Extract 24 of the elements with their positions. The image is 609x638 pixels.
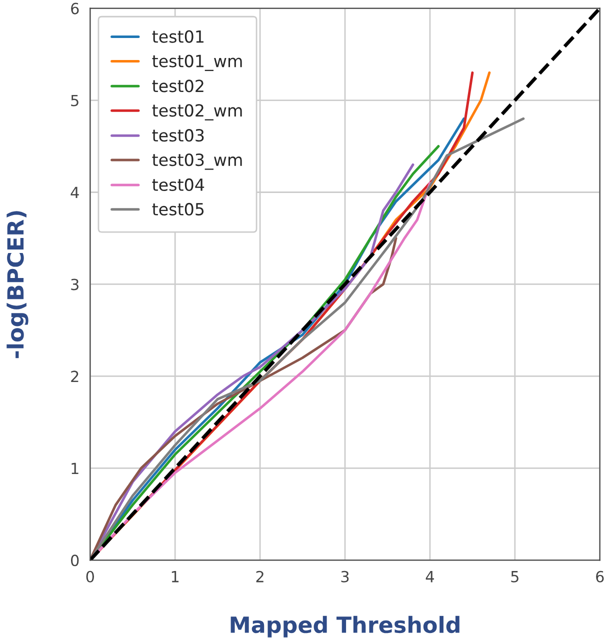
x-tick-label: 4 (426, 571, 434, 582)
y-tick-label: 3 (71, 278, 78, 290)
legend-label: test01 (152, 30, 204, 43)
y-tick-label: 4 (70, 186, 79, 198)
x-axis-title: Mapped Threshold (230, 616, 460, 638)
y-tick-label: 1 (72, 462, 78, 474)
legend-label: test02 (152, 80, 204, 92)
legend-label: test03_wm (152, 154, 242, 170)
legend-label: test04 (152, 178, 204, 192)
legend-label: test02_wm (152, 104, 242, 120)
legend-label: test05 (152, 202, 204, 216)
x-tick-label: 5 (511, 571, 518, 582)
legend-label: test03 (152, 129, 204, 142)
y-tick-label: 6 (71, 2, 79, 14)
y-axis-title: -log(BPCER) (6, 211, 28, 358)
y-tick-label: 0 (71, 554, 79, 566)
x-tick-label: 0 (86, 570, 94, 582)
x-tick-label: 1 (172, 571, 179, 582)
x-tick-label: 2 (256, 570, 264, 582)
y-tick-label: 2 (71, 370, 78, 382)
legend-label: test01_wm (152, 54, 242, 72)
x-tick-label: 6 (596, 570, 604, 582)
y-tick-label: 5 (71, 94, 78, 106)
x-tick-label: 3 (341, 570, 349, 582)
